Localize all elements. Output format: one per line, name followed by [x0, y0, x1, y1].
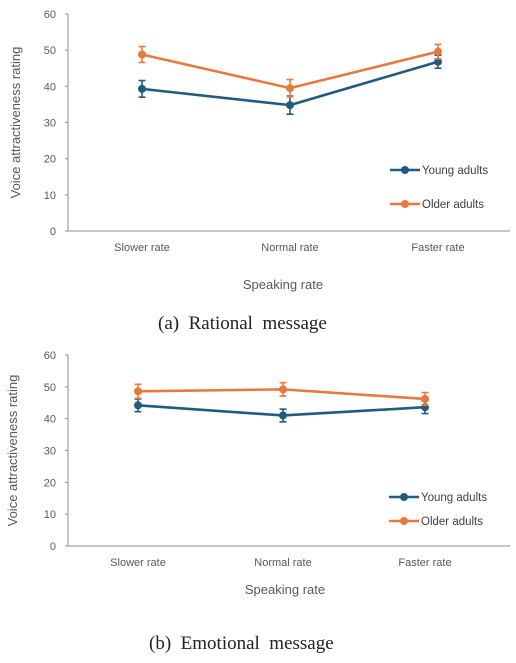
- legend-marker-young-adults: [400, 493, 408, 501]
- data-point-young-adults: [279, 411, 287, 420]
- data-point-older-adults: [434, 47, 442, 56]
- chart-emotional: 0 10 20 30 40 50 60 Slower rate Normal rate Faste…: [5, 350, 510, 597]
- y-axis-title: Voice attractiveness rating: [5, 375, 20, 527]
- data-point-young-adults: [434, 57, 442, 66]
- x-tick-label: Normal rate: [254, 557, 311, 569]
- y-tick-label: 60: [44, 9, 56, 21]
- y-tick-label: 50: [44, 382, 56, 394]
- legend-label-older-adults: Older adults: [421, 516, 483, 528]
- x-tick-label: Faster rate: [411, 242, 464, 254]
- y-tick-label: 20: [44, 154, 56, 166]
- legend-label-young-adults: Young adults: [422, 165, 488, 177]
- y-tick-label: 40: [44, 414, 56, 426]
- y-tick-label: 30: [44, 446, 56, 458]
- y-tick-label: 30: [44, 118, 56, 130]
- x-tick-label: Faster rate: [398, 557, 451, 569]
- data-point-older-adults: [421, 394, 429, 403]
- chart-panel-rational: 0 10 20 30 40 50 60 Slower rate Normal rate Faste…: [8, 9, 510, 334]
- data-point-older-adults: [138, 50, 146, 59]
- legend-marker-young-adults: [401, 166, 409, 174]
- y-tick-label: 10: [44, 509, 56, 521]
- x-tick-label: Slower rate: [110, 557, 166, 569]
- data-point-older-adults: [279, 385, 287, 394]
- data-point-young-adults: [138, 84, 146, 93]
- x-axis-title: Speaking rate: [245, 582, 325, 597]
- legend-marker-older-adults: [400, 517, 408, 525]
- x-tick-label: Slower rate: [114, 242, 170, 254]
- y-tick-label: 60: [44, 350, 56, 362]
- data-point-young-adults: [134, 401, 142, 410]
- chart-panel-emotional: 0 10 20 30 40 50 60 Slower rate Normal rate Faste…: [0, 338, 516, 663]
- caption-rational: (a) Rational message: [158, 313, 327, 334]
- y-tick-label: 0: [50, 541, 56, 553]
- data-point-young-adults: [286, 101, 294, 110]
- data-point-older-adults: [134, 387, 142, 396]
- legend-label-older-adults: Older adults: [422, 199, 484, 211]
- y-tick-label: 40: [44, 81, 56, 93]
- y-tick-label: 50: [44, 45, 56, 57]
- legend-marker-older-adults: [401, 200, 409, 208]
- x-axis-title: Speaking rate: [243, 277, 323, 292]
- caption-emotional: (b) Emotional message: [149, 633, 334, 654]
- data-point-older-adults: [286, 84, 294, 93]
- y-tick-label: 0: [50, 226, 56, 238]
- chart-rational: 0 10 20 30 40 50 60 Slower rate Normal rate Faste…: [8, 9, 510, 292]
- y-tick-label: 20: [44, 477, 56, 489]
- legend-label-young-adults: Young adults: [421, 492, 487, 504]
- x-tick-label: Normal rate: [261, 242, 318, 254]
- y-axis-title: Voice attractiveness rating: [8, 47, 23, 199]
- y-tick-label: 10: [44, 190, 56, 202]
